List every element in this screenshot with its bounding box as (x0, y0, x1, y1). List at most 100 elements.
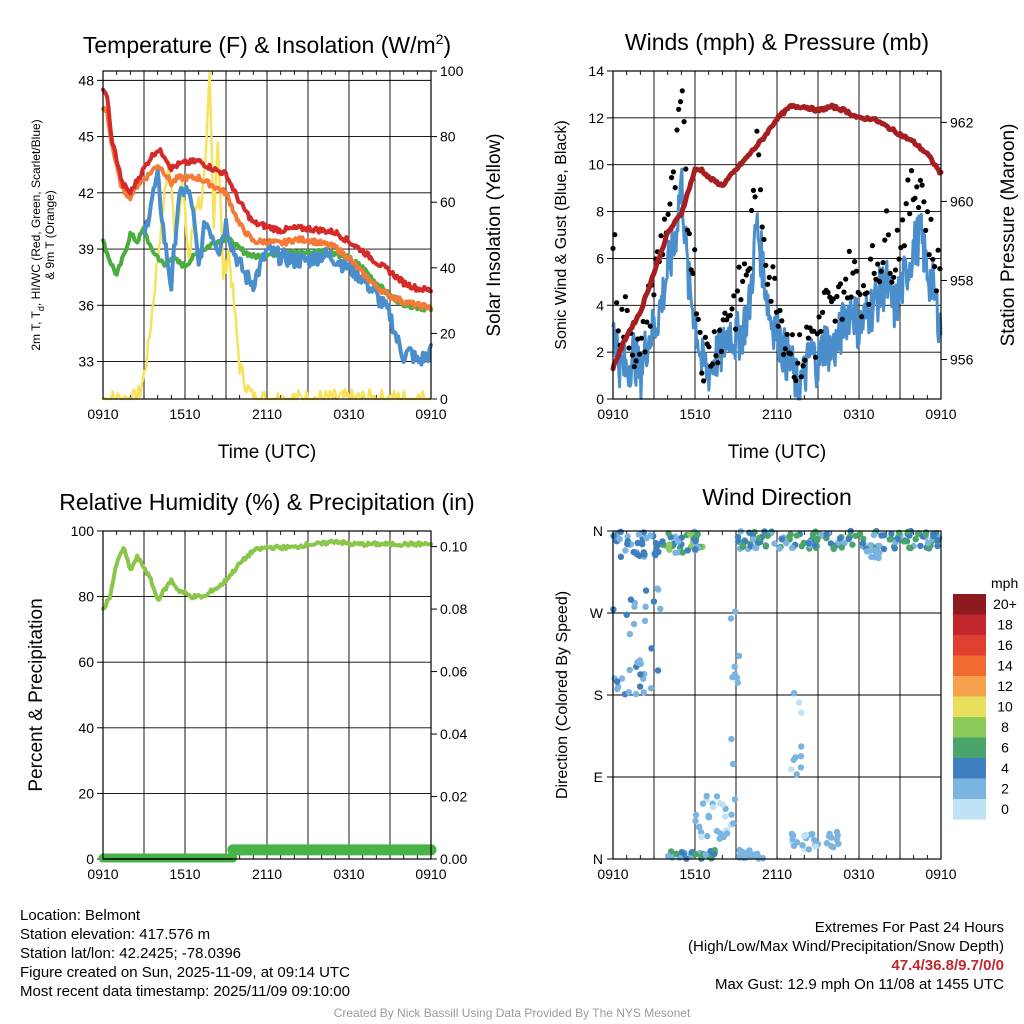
wd-ytick-label: S (594, 687, 603, 703)
wd-point (719, 801, 726, 808)
wd-point (641, 551, 648, 558)
winds-gust-point (754, 128, 760, 134)
winds-gust-point (638, 335, 645, 341)
wd-xtick-label: 0310 (843, 866, 874, 882)
wd-legend-swatch (953, 676, 986, 697)
wd-legend-swatch (953, 717, 986, 738)
wd-point (695, 823, 703, 830)
winds-gust-point (757, 187, 764, 193)
rh-ytick-right-label: 0.04 (440, 726, 467, 742)
wd-point (654, 585, 661, 592)
wd-point (895, 535, 902, 543)
wd-point (614, 678, 621, 685)
winds-gust-point (747, 265, 753, 272)
rh-ytick-right-label: 0.10 (440, 539, 467, 555)
wd-legend-swatch (953, 614, 986, 635)
wd-point (616, 535, 623, 543)
wd-point (702, 851, 709, 858)
extremes-values: 47.4/36.8/9.7/0/0 (891, 957, 1004, 974)
winds-gust-point (731, 293, 737, 299)
wd-point (798, 709, 805, 716)
winds-gust-point (852, 259, 858, 265)
wd-point (650, 598, 658, 605)
winds-gust-point (614, 300, 620, 306)
winds-gust-point (759, 224, 765, 230)
winds-gust-point (846, 248, 852, 254)
rh-ytick-label: 100 (71, 523, 95, 539)
winds-gust-point (765, 281, 771, 287)
winds-gust-point (793, 377, 799, 384)
winds-gust-point (933, 288, 940, 294)
winds-gust-point (733, 326, 739, 332)
winds-ytick-label: 8 (596, 204, 604, 220)
wd-point (678, 849, 685, 856)
wd-ytick-label: E (594, 769, 603, 785)
wd-point (790, 756, 797, 764)
winds-gust-point (679, 88, 685, 94)
winds-gust-point (901, 243, 908, 249)
winds-gust-point (923, 227, 929, 233)
winds-gust-point (916, 204, 922, 211)
wd-point (692, 811, 700, 819)
wd-point (736, 854, 743, 861)
winds-gust-point (891, 274, 897, 280)
rh-ytick-label: 40 (78, 720, 94, 736)
winds-gust-point (669, 175, 675, 181)
wd-point (692, 817, 699, 825)
winds-gust-point (864, 290, 870, 296)
winds-gust-point (878, 268, 884, 274)
wd-xtick-label: 0910 (597, 866, 628, 882)
winds-gust-point (871, 270, 877, 276)
temp-series-red (101, 87, 433, 294)
winds-gust-point (841, 289, 847, 295)
wd-point (876, 542, 883, 550)
winds-gust-point (709, 361, 716, 367)
figure-created: Figure created on Sun, 2025-11-09, at 09… (20, 964, 350, 981)
winds-gust-point (914, 184, 920, 190)
wd-point (728, 811, 735, 818)
wd-point (845, 536, 852, 543)
station-location: Location: Belmont (20, 907, 141, 924)
winds-gust-point (661, 216, 668, 222)
wd-point (630, 620, 638, 628)
wd-legend-label: 4 (1001, 760, 1009, 776)
wd-point (790, 690, 798, 697)
wd-point (673, 850, 680, 857)
winds-gust-point (919, 182, 925, 188)
winds-gust-point (905, 177, 911, 183)
wd-legend-swatch (953, 635, 986, 656)
winds-gust-point (812, 354, 819, 360)
rh-xtick-label: 1510 (169, 866, 200, 882)
wd-point (687, 531, 694, 538)
winds-gust-point (615, 328, 621, 334)
temp-ytick-label: 45 (78, 129, 94, 145)
wd-point (888, 530, 895, 538)
wd-point (657, 605, 664, 613)
winds-gust-point (768, 298, 774, 304)
wd-point (698, 833, 705, 840)
wd-point (828, 842, 835, 850)
temp-ytick-right-label: 100 (440, 63, 464, 79)
wd-point (796, 699, 803, 706)
rh-ytick-label: 60 (78, 654, 94, 670)
winds-gust-point (619, 306, 625, 312)
temperature-title: Temperature (F) & Insolation (W/m2) (83, 31, 451, 58)
wd-point (729, 674, 736, 681)
winds-gust-point (912, 195, 918, 201)
wd-point (771, 540, 778, 547)
winds-gust-point (869, 243, 876, 249)
winds-gust-point (875, 261, 881, 267)
winds-gust-point (624, 307, 630, 314)
winds-frame (612, 70, 942, 400)
winds-gust-point (900, 217, 906, 223)
winds-ytick-right-label: 962 (950, 114, 974, 130)
temp-ytick-right-label: 0 (440, 391, 448, 407)
winds-gust-point (699, 370, 705, 376)
wd-point (810, 836, 818, 844)
winds-ytick-label: 2 (596, 344, 604, 360)
wd-point (636, 683, 644, 690)
winds-gust-point (651, 292, 657, 298)
winds-gust-point (837, 281, 844, 287)
temp-series-blue (142, 167, 433, 367)
wd-point (734, 679, 741, 686)
